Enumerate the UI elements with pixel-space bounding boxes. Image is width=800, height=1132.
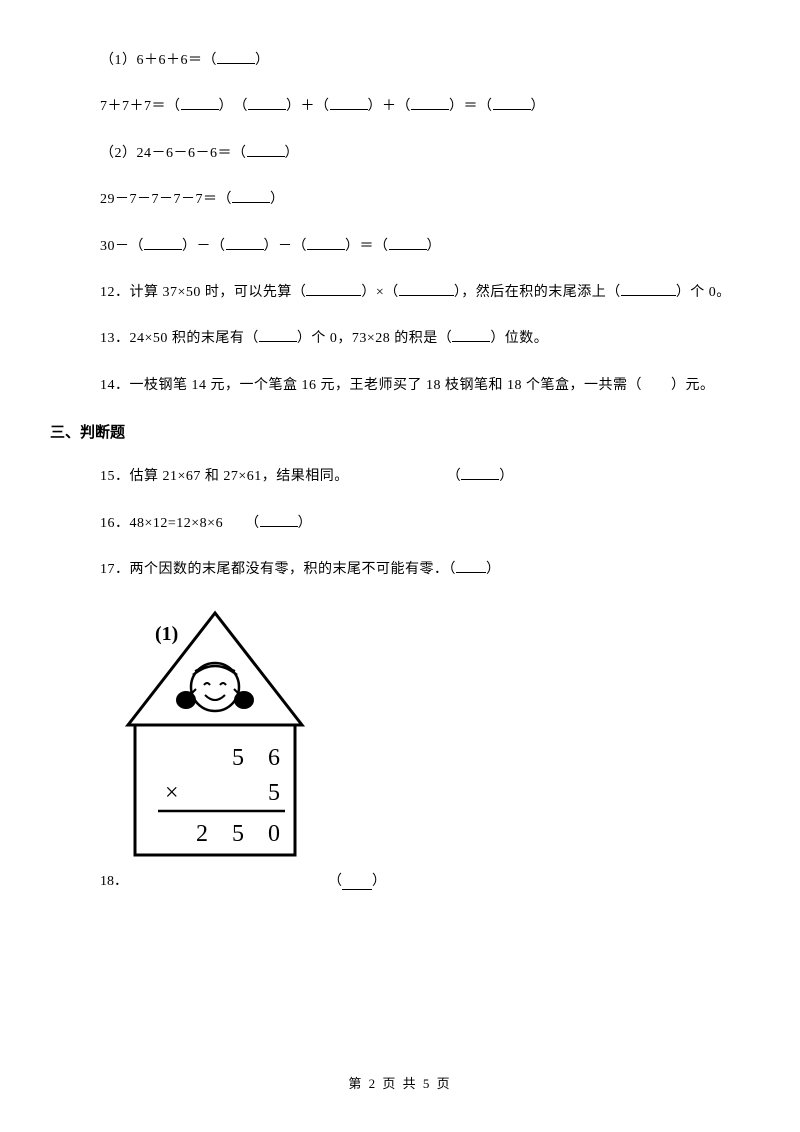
text: ） — [486, 562, 501, 577]
text: ） — [372, 870, 386, 890]
footer-text: 第 2 页 共 5 页 — [348, 1076, 451, 1091]
text: 29－7－7－7－7＝（ — [100, 192, 232, 207]
blank[interactable] — [217, 50, 255, 64]
q15: 15．估算 21×67 和 27×61，结果相同。 （ ） — [100, 466, 750, 488]
blank[interactable] — [232, 189, 270, 203]
text: 14．一枝钢笔 14 元，一个笔盒 16 元，王老师买了 18 枝钢笔和 18 … — [100, 378, 715, 393]
q14: 14．一枝钢笔 14 元，一个笔盒 16 元，王老师买了 18 枝钢笔和 18 … — [100, 375, 750, 397]
blank[interactable] — [181, 96, 219, 110]
text: ）－（ — [182, 239, 226, 254]
text: ）－（ — [264, 239, 308, 254]
text: ）＝（ — [345, 239, 389, 254]
text: ）个 0。 — [676, 285, 731, 300]
text: 三、判断题 — [50, 425, 125, 441]
text: ） — [531, 99, 546, 114]
label: （1） — [100, 53, 137, 68]
q-part2-eq3: （2）24－6－6－6＝（ ） — [100, 143, 750, 165]
house-label: (1) — [155, 623, 178, 645]
mult-sym: × — [165, 780, 179, 806]
blank[interactable] — [389, 236, 427, 250]
text: 7＋7＋7＝（ — [100, 99, 181, 114]
q18: 18． （ ） — [100, 870, 750, 890]
text: ）×（ — [361, 285, 398, 300]
q-eq4: 29－7－7－7－7＝（ ） — [100, 189, 750, 211]
text: （ — [328, 870, 342, 890]
text: 6＋6＋6＝（ — [137, 53, 218, 68]
q17: 17．两个因数的末尾都没有零，积的末尾不可能有零．（ ） — [100, 559, 750, 581]
house-figure: (1) 5 6 × 5 — [120, 605, 310, 870]
text: 30－（ — [100, 239, 144, 254]
close: ） — [270, 192, 285, 207]
text: ）＋（ — [286, 99, 330, 114]
text: 12．计算 37×50 时，可以先算（ — [100, 285, 306, 300]
blank[interactable] — [493, 96, 531, 110]
q13: 13．24×50 积的末尾有（ ）个 0，73×28 的积是（ ）位数。 — [100, 328, 750, 350]
blank[interactable] — [411, 96, 449, 110]
text: 18． — [100, 870, 128, 890]
q12: 12．计算 37×50 时，可以先算（ ）×（ ），然后在积的末尾添上（ ）个 0。 — [100, 282, 750, 304]
blank[interactable] — [226, 236, 264, 250]
label: （2） — [100, 146, 137, 161]
q-eq2: 7＋7＋7＝（ ） （ ）＋（ ）＋（ ）＝（ ） — [100, 96, 750, 118]
text: ）＋（ — [368, 99, 412, 114]
text: ） — [298, 516, 313, 531]
blank[interactable] — [342, 876, 372, 890]
text: ）位数。 — [490, 331, 548, 346]
blank[interactable] — [461, 466, 499, 480]
blank[interactable] — [399, 282, 454, 296]
close: ） — [285, 146, 300, 161]
q-part1-eq1: （1）6＋6＋6＝（ ） — [100, 50, 750, 72]
blank[interactable] — [306, 282, 361, 296]
text: ） （ — [219, 99, 249, 114]
text: ）个 0，73×28 的积是（ — [297, 331, 452, 346]
section3-title: 三、判断题 — [50, 421, 750, 442]
text: ） — [427, 239, 442, 254]
text: ）＝（ — [449, 99, 493, 114]
mult-result: 2 5 0 — [196, 821, 280, 847]
text: 15．估算 21×67 和 27×61，结果相同。 — [100, 469, 349, 484]
blank[interactable] — [248, 96, 286, 110]
text: ），然后在积的末尾添上（ — [454, 285, 621, 300]
blank[interactable] — [621, 282, 676, 296]
blank[interactable] — [452, 328, 490, 342]
q16: 16．48×12=12×8×6 （ ） — [100, 513, 750, 535]
q-eq5: 30－（ ）－（ ）－（ ）＝（ ） — [100, 236, 750, 258]
blank[interactable] — [247, 143, 285, 157]
mult-top: 5 6 — [232, 745, 280, 771]
text: （ — [447, 469, 462, 484]
mult-val: 5 — [268, 780, 280, 806]
blank[interactable] — [260, 513, 298, 527]
blank[interactable] — [307, 236, 345, 250]
blank[interactable] — [456, 559, 486, 573]
close: ） — [255, 53, 270, 68]
blank[interactable] — [144, 236, 182, 250]
house-svg: (1) 5 6 × 5 — [120, 605, 310, 865]
text: 13．24×50 积的末尾有（ — [100, 331, 259, 346]
blank[interactable] — [259, 328, 297, 342]
blank[interactable] — [330, 96, 368, 110]
text: ） — [499, 469, 514, 484]
page-footer: 第 2 页 共 5 页 — [0, 1073, 800, 1092]
text: 17．两个因数的末尾都没有零，积的末尾不可能有零．（ — [100, 562, 456, 577]
text: 24－6－6－6＝（ — [137, 146, 247, 161]
text: 16．48×12=12×8×6 （ — [100, 516, 260, 531]
